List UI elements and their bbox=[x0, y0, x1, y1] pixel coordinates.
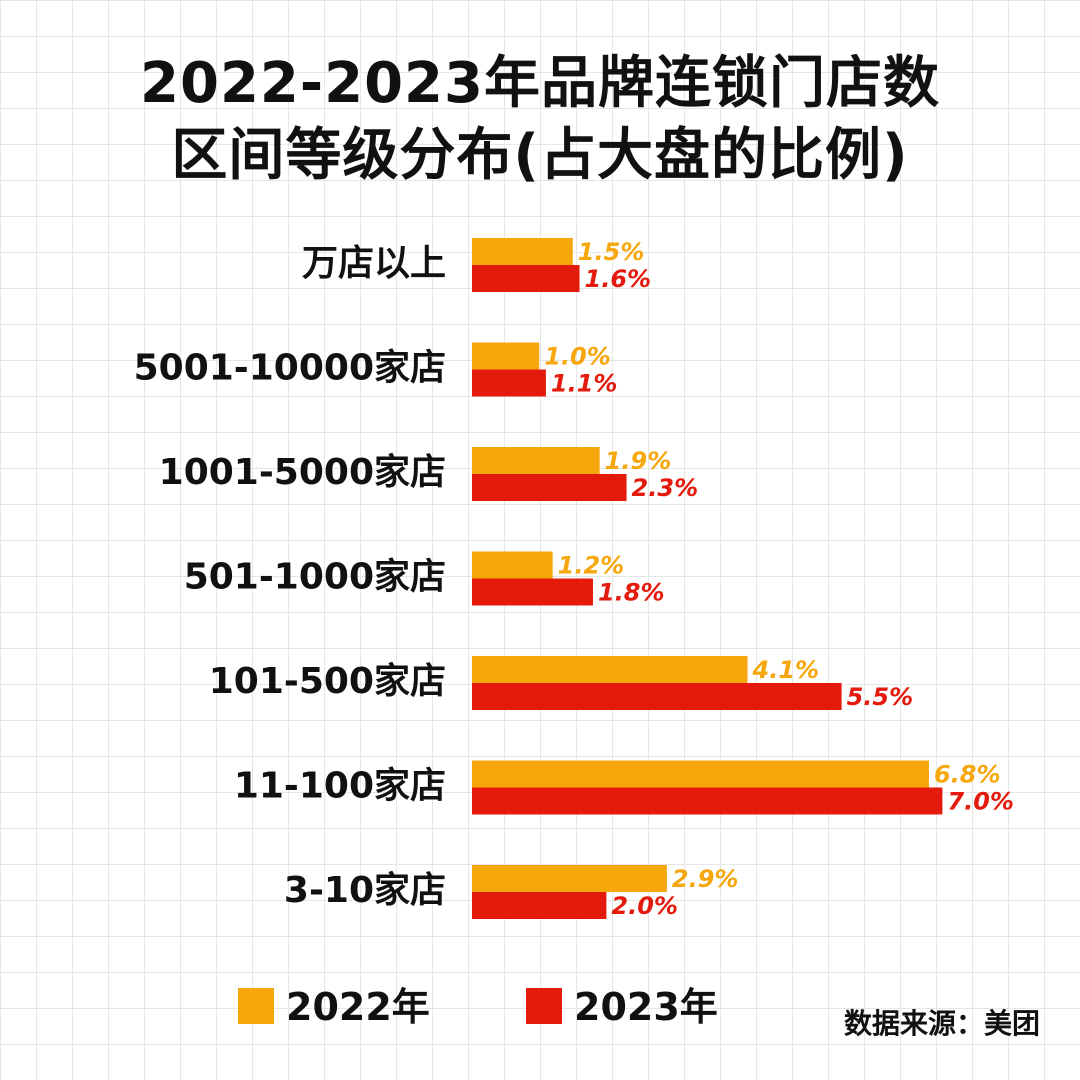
bar-2023 bbox=[472, 683, 842, 710]
bar-2023 bbox=[472, 265, 580, 292]
data-label-2023: 5.5% bbox=[847, 683, 914, 711]
bar-2022 bbox=[472, 865, 667, 892]
data-label-2022: 1.5% bbox=[578, 238, 645, 266]
bar-2022 bbox=[472, 656, 748, 683]
category-label: 11-100家店 bbox=[234, 766, 446, 807]
bar-2022 bbox=[472, 447, 600, 474]
category-label: 万店以上 bbox=[302, 243, 446, 284]
bar-2022 bbox=[472, 551, 553, 579]
bar-2023 bbox=[472, 787, 943, 815]
data-label-2023: 1.8% bbox=[598, 579, 665, 607]
bar-2022 bbox=[472, 760, 929, 788]
legend-label-2023: 2023年 bbox=[574, 985, 718, 1029]
data-label-2023: 1.6% bbox=[585, 265, 652, 293]
chart-title-line-2: 区间等级分布(占大盘的比例) bbox=[171, 123, 909, 188]
data-label-2022: 1.9% bbox=[605, 447, 672, 475]
chart-title: 2022-2023年品牌连锁门店数 区间等级分布(占大盘的比例) bbox=[0, 48, 1080, 192]
data-label-2023: 1.1% bbox=[551, 370, 618, 398]
data-label-2022: 2.9% bbox=[672, 865, 739, 893]
legend-swatch-2022 bbox=[238, 988, 274, 1024]
data-label-2022: 4.1% bbox=[752, 656, 820, 684]
data-source: 数据来源：美团 bbox=[843, 1007, 1040, 1040]
category-label: 5001-10000家店 bbox=[134, 348, 446, 389]
bar-2022 bbox=[472, 238, 573, 265]
chart-title-line-1: 2022-2023年品牌连锁门店数 bbox=[140, 51, 940, 116]
bar-2022 bbox=[472, 342, 540, 370]
data-label-2023: 7.0% bbox=[947, 788, 1014, 816]
category-label: 101-500家店 bbox=[209, 661, 446, 702]
legend-swatch-2023 bbox=[526, 988, 562, 1024]
bar-2023 bbox=[472, 474, 627, 501]
data-label-2023: 2.3% bbox=[632, 474, 699, 502]
legend-label-2022: 2022年 bbox=[286, 985, 430, 1029]
bar-2023 bbox=[472, 369, 546, 397]
category-label: 501-1000家店 bbox=[184, 557, 446, 598]
data-label-2023: 2.0% bbox=[611, 892, 678, 920]
data-label-2022: 1.0% bbox=[544, 343, 611, 371]
data-label-2022: 6.8% bbox=[934, 761, 1001, 789]
bar-2023 bbox=[472, 578, 593, 606]
data-label-2022: 1.2% bbox=[558, 552, 625, 580]
bar-2023 bbox=[472, 892, 607, 919]
category-label: 3-10家店 bbox=[284, 870, 446, 911]
category-label: 1001-5000家店 bbox=[159, 452, 446, 493]
